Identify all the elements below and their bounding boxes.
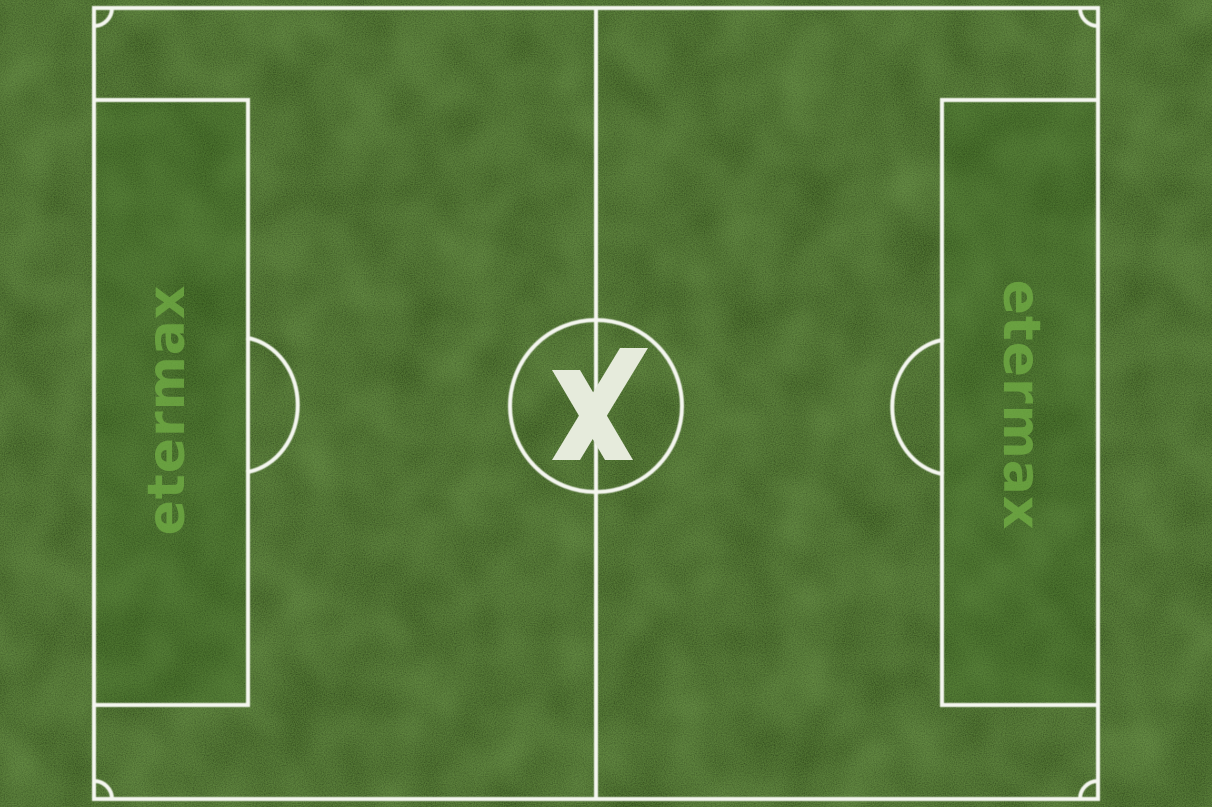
logo-x-right-stroke [552, 348, 648, 460]
etermax-x-logo-icon [552, 348, 648, 460]
corner-arc-bottom-right [1077, 778, 1101, 802]
corner-arc-top-left [91, 5, 115, 29]
center-circle [508, 318, 684, 494]
right-penalty-area [940, 98, 1100, 707]
left-box-shade [98, 102, 248, 702]
pitch-markings [91, 5, 1101, 802]
right-etermax-wordmark: etermax [991, 280, 1051, 531]
right-penalty-arc [890, 337, 945, 477]
left-penalty-arc [245, 335, 300, 475]
left-etermax-wordmark: etermax [137, 285, 197, 536]
left-penalty-area [92, 98, 250, 707]
corner-arc-top-right [1077, 5, 1101, 29]
corner-arc-bottom-left [91, 778, 115, 802]
right-box-shade [942, 102, 1094, 702]
